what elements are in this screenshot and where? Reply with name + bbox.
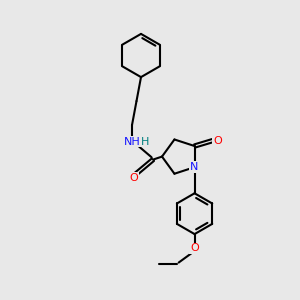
- Text: O: O: [129, 173, 138, 183]
- Text: O: O: [190, 244, 199, 254]
- Text: O: O: [213, 136, 222, 146]
- Text: N: N: [190, 162, 199, 172]
- Text: H: H: [140, 136, 149, 147]
- Text: NH: NH: [124, 136, 140, 147]
